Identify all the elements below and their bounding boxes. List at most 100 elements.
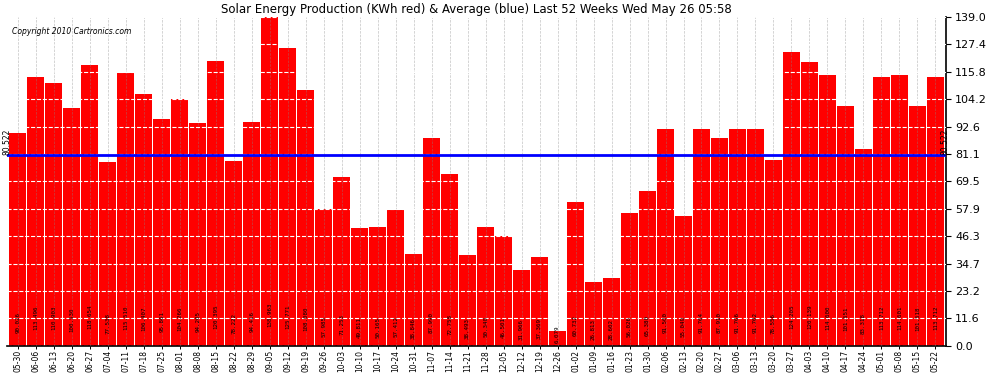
- Text: 91.706: 91.706: [735, 312, 740, 333]
- Bar: [909, 106, 926, 346]
- Bar: [585, 282, 602, 346]
- Text: 60.732: 60.732: [573, 315, 578, 336]
- Bar: [244, 122, 260, 346]
- Text: 118.654: 118.654: [87, 305, 92, 329]
- Bar: [477, 227, 494, 346]
- Text: 71.253: 71.253: [340, 314, 345, 335]
- Text: 125.771: 125.771: [285, 304, 290, 328]
- Bar: [711, 138, 728, 346]
- Bar: [549, 332, 566, 346]
- Bar: [855, 148, 872, 346]
- Text: 138.963: 138.963: [267, 303, 272, 327]
- Bar: [261, 17, 278, 346]
- Bar: [621, 213, 639, 346]
- Bar: [333, 177, 350, 346]
- Text: 101.518: 101.518: [915, 307, 920, 332]
- Text: 110.903: 110.903: [51, 306, 56, 330]
- Bar: [873, 77, 890, 346]
- Bar: [81, 65, 98, 346]
- Text: 50.340: 50.340: [483, 316, 488, 338]
- Bar: [783, 52, 800, 346]
- Bar: [801, 62, 818, 346]
- Bar: [279, 48, 296, 346]
- Text: 91.500: 91.500: [663, 312, 668, 333]
- Bar: [729, 129, 746, 346]
- Bar: [423, 138, 441, 346]
- Bar: [927, 77, 943, 346]
- Bar: [315, 209, 333, 346]
- Text: 38.493: 38.493: [465, 318, 470, 339]
- Text: 108.080: 108.080: [303, 306, 308, 331]
- Bar: [639, 191, 656, 346]
- Text: 50.165: 50.165: [375, 316, 380, 338]
- Text: 80.522: 80.522: [940, 129, 949, 155]
- Bar: [746, 129, 764, 346]
- Text: Copyright 2010 Cartronics.com: Copyright 2010 Cartronics.com: [12, 27, 131, 36]
- Bar: [819, 75, 836, 346]
- Bar: [837, 105, 854, 346]
- Bar: [189, 123, 206, 346]
- Text: 114.601: 114.601: [897, 305, 902, 330]
- Title: Solar Energy Production (KWh red) & Average (blue) Last 52 Weeks Wed May 26 05:5: Solar Energy Production (KWh red) & Aver…: [221, 3, 732, 16]
- Bar: [603, 278, 620, 346]
- Text: 72.758: 72.758: [447, 314, 452, 335]
- Text: 87.990: 87.990: [429, 312, 434, 333]
- Bar: [891, 75, 908, 346]
- Bar: [657, 129, 674, 346]
- Text: 46.501: 46.501: [501, 317, 506, 338]
- Bar: [351, 228, 368, 346]
- Bar: [765, 160, 782, 346]
- Bar: [405, 254, 422, 346]
- Text: 78.222: 78.222: [232, 313, 237, 334]
- Text: 113.496: 113.496: [34, 306, 39, 330]
- Bar: [9, 133, 27, 346]
- Bar: [117, 72, 135, 346]
- Bar: [207, 61, 225, 346]
- Text: 57.985: 57.985: [321, 316, 326, 337]
- Text: 56.026: 56.026: [627, 316, 632, 337]
- Text: 78.556: 78.556: [771, 313, 776, 334]
- Bar: [513, 270, 530, 346]
- Text: 65.380: 65.380: [645, 315, 650, 336]
- Text: 80.522: 80.522: [3, 129, 12, 155]
- Bar: [99, 162, 116, 346]
- Text: 101.551: 101.551: [842, 307, 848, 332]
- Text: 87.910: 87.910: [717, 312, 722, 333]
- Bar: [693, 129, 710, 346]
- Text: 28.602: 28.602: [609, 319, 614, 340]
- Text: 57.412: 57.412: [393, 316, 398, 337]
- Text: 91.702: 91.702: [753, 312, 758, 333]
- Text: 94.205: 94.205: [195, 311, 200, 332]
- Text: 37.369: 37.369: [537, 318, 543, 339]
- Bar: [297, 90, 314, 346]
- Bar: [28, 77, 45, 346]
- Text: 90.026: 90.026: [15, 312, 20, 333]
- Bar: [63, 108, 80, 346]
- Text: 55.049: 55.049: [681, 316, 686, 337]
- Text: 100.530: 100.530: [69, 307, 74, 332]
- Text: 115.510: 115.510: [123, 305, 129, 330]
- Text: 106.407: 106.407: [142, 306, 147, 331]
- Text: 95.861: 95.861: [159, 311, 164, 332]
- Text: 26.813: 26.813: [591, 319, 596, 340]
- Text: 104.266: 104.266: [177, 307, 182, 331]
- Bar: [225, 161, 243, 346]
- Text: 114.600: 114.600: [825, 305, 830, 330]
- Bar: [442, 174, 458, 346]
- Bar: [531, 257, 548, 346]
- Text: 6.079: 6.079: [555, 325, 560, 343]
- Bar: [459, 255, 476, 346]
- Text: 94.416: 94.416: [249, 311, 254, 332]
- Text: 124.205: 124.205: [789, 304, 794, 329]
- Text: 77.538: 77.538: [105, 313, 110, 334]
- Text: 120.395: 120.395: [213, 305, 218, 329]
- Text: 113.712: 113.712: [879, 306, 884, 330]
- Text: 31.966: 31.966: [519, 319, 524, 340]
- Bar: [153, 119, 170, 346]
- Bar: [387, 210, 404, 346]
- Bar: [567, 202, 584, 346]
- Text: 113.712: 113.712: [933, 306, 938, 330]
- Text: 83.318: 83.318: [861, 313, 866, 334]
- Text: 38.846: 38.846: [411, 318, 416, 339]
- Bar: [369, 227, 386, 346]
